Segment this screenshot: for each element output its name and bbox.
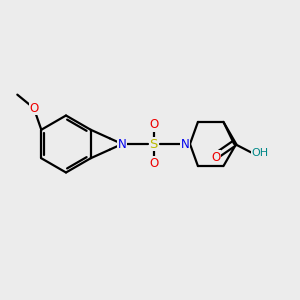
Text: O: O <box>211 151 220 164</box>
Text: S: S <box>149 137 158 151</box>
Text: O: O <box>149 118 158 131</box>
Text: OH: OH <box>251 148 268 158</box>
Text: O: O <box>149 157 158 170</box>
Text: O: O <box>29 102 38 115</box>
Text: N: N <box>118 137 127 151</box>
Text: N: N <box>181 137 190 151</box>
